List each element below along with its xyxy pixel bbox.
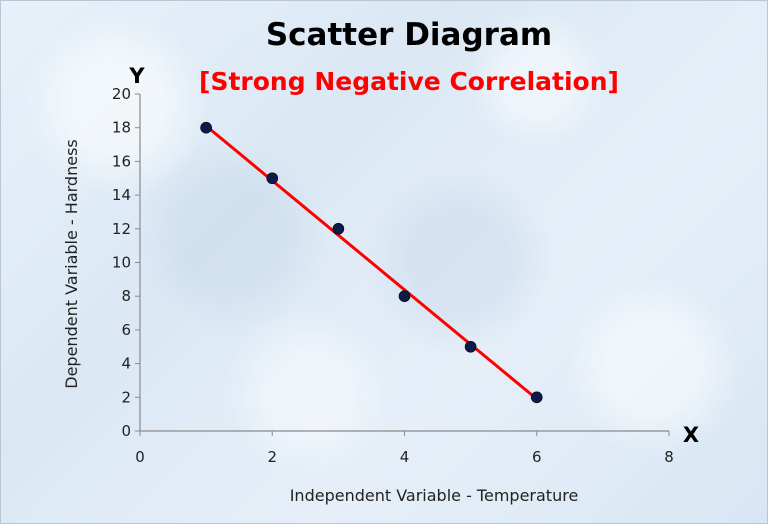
trendline bbox=[204, 124, 539, 401]
x-axis-letter: X bbox=[683, 423, 699, 447]
data-marks bbox=[200, 121, 543, 404]
y-tick-label: 14 bbox=[112, 186, 131, 204]
y-axis-letter: Y bbox=[128, 64, 145, 88]
y-tick-label: 16 bbox=[112, 152, 131, 170]
x-tick-label: 2 bbox=[267, 448, 277, 466]
chart-subtitle: [Strong Negative Correlation] bbox=[199, 67, 619, 96]
x-axis-title: Independent Variable - Temperature bbox=[290, 486, 579, 505]
y-tick-label: 2 bbox=[121, 388, 131, 406]
x-tick-label: 8 bbox=[664, 448, 674, 466]
y-tick-label: 8 bbox=[121, 287, 131, 305]
data-point bbox=[200, 121, 212, 134]
y-tick-label: 18 bbox=[112, 119, 131, 137]
y-tick-label: 10 bbox=[112, 254, 131, 272]
x-tick-label: 4 bbox=[400, 448, 410, 466]
y-tick-label: 6 bbox=[121, 321, 131, 339]
axes: 0 2 4 6 8 10 12 14 16 18 20 0 2 4 6 8 bbox=[112, 85, 674, 466]
y-axis-title: Dependent Variable - Hardness bbox=[62, 139, 81, 388]
data-point bbox=[398, 290, 411, 303]
y-tick-label: 0 bbox=[121, 422, 131, 440]
data-point bbox=[266, 172, 279, 185]
x-tick-label: 6 bbox=[532, 448, 542, 466]
data-point bbox=[464, 340, 477, 353]
data-point bbox=[332, 223, 345, 235]
y-tick-label: 20 bbox=[112, 85, 131, 103]
y-tick-label: 4 bbox=[121, 355, 131, 373]
x-tick-label: 0 bbox=[135, 448, 145, 466]
y-tick-label: 12 bbox=[112, 220, 131, 238]
chart-title: Scatter Diagram bbox=[266, 17, 552, 53]
data-point bbox=[530, 391, 543, 404]
